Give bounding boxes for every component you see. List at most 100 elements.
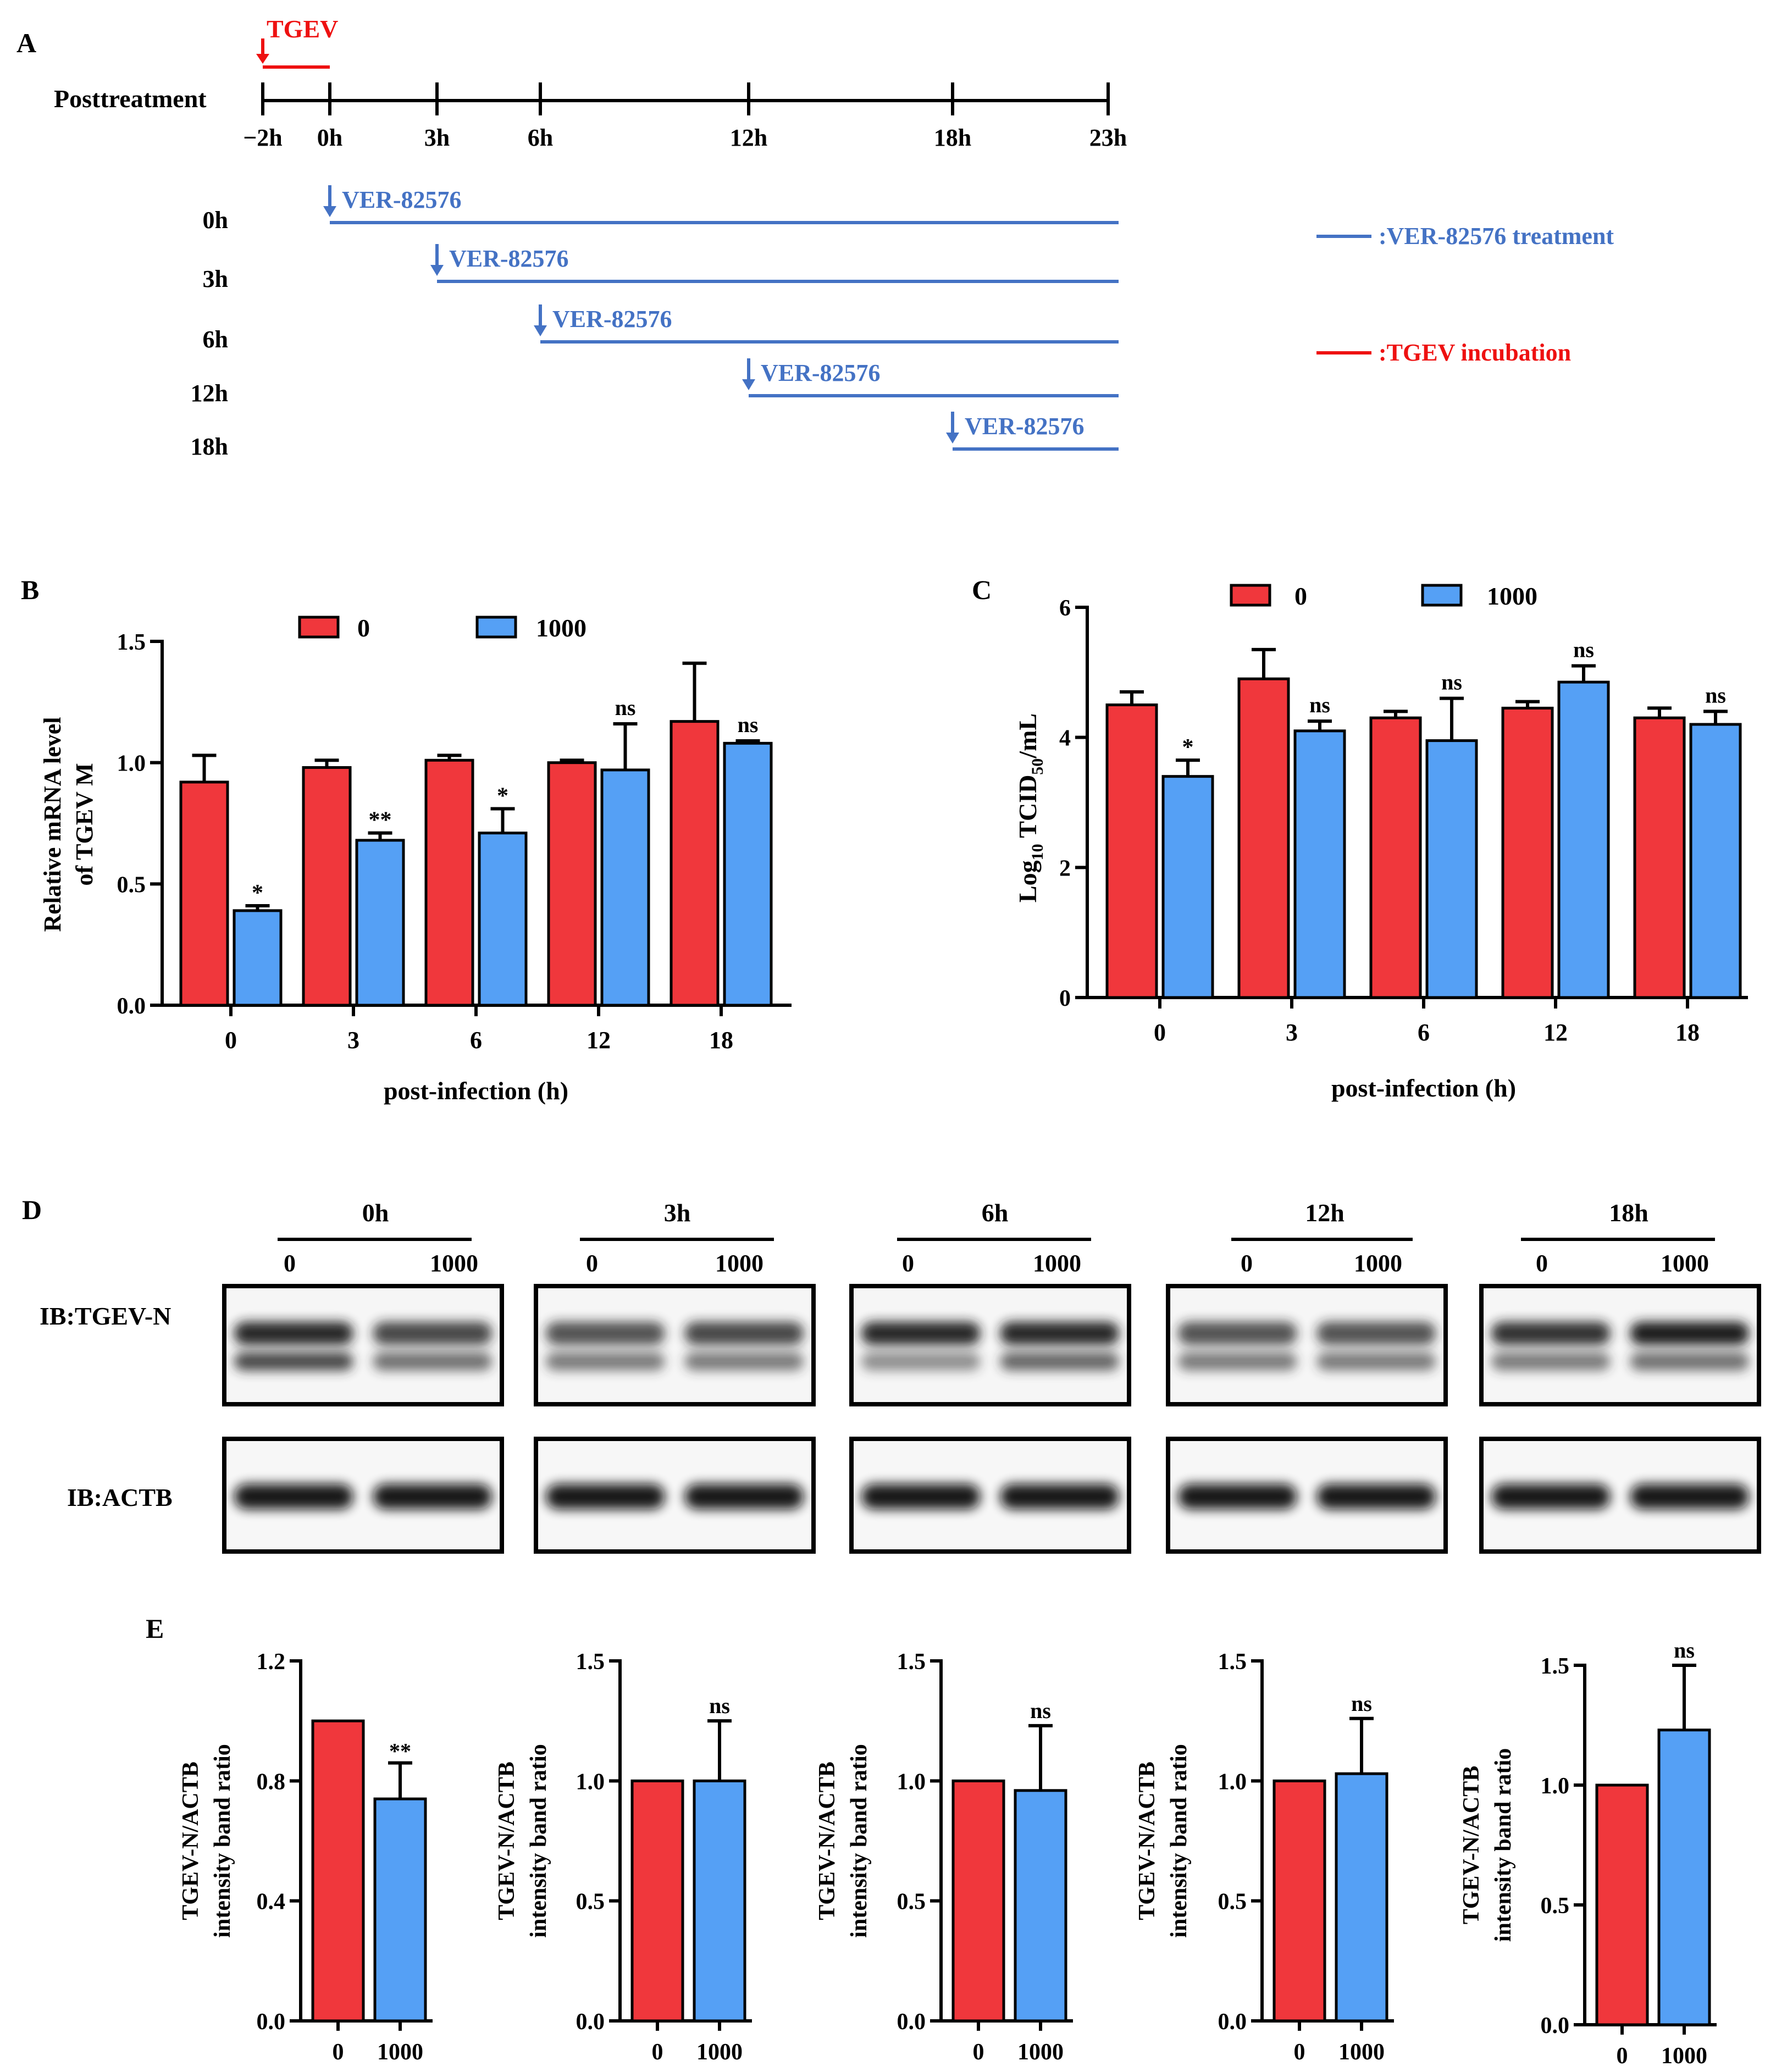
protein-band-tgev-n-lower — [861, 1352, 981, 1371]
x-tick-label: 0 — [1294, 2040, 1305, 2065]
y-axis-label-line1: TGEV-N/ACTB — [815, 1761, 840, 1920]
bar-1000-12 — [1557, 680, 1610, 999]
panel-label-b: B — [21, 574, 39, 605]
x-tick-label: 0 — [1617, 2043, 1628, 2069]
y-tick-label: 0.0 — [576, 2009, 605, 2035]
blot-time-title: 18h — [1609, 1199, 1648, 1227]
bar-0 — [951, 1779, 1005, 2023]
treatment-drug-label: VER-82576 — [965, 413, 1085, 440]
significance-label: * — [1182, 735, 1194, 760]
x-tick-label: 0 — [333, 2040, 344, 2065]
chart-c-ylabel-tail: /mL — [1014, 713, 1042, 759]
y-axis-label-line2: intensity band ratio — [1166, 1744, 1192, 1937]
treatment-rows: 0h VER-82576 3h VER-82576 6h VER-82576 12h VER-… — [191, 185, 1119, 460]
protein-band-tgev-n-lower — [1000, 1352, 1119, 1371]
bar-1000-6 — [478, 832, 528, 1007]
lane-label: 0 — [586, 1250, 598, 1277]
bar-1000 — [693, 1779, 746, 2023]
bar-1000-18 — [1689, 723, 1742, 999]
x-tick-label: 18 — [709, 1027, 733, 1054]
y-tick-label: 0.8 — [257, 1769, 286, 1794]
blot-group-3h: 3h 0 1000 — [534, 1199, 816, 1554]
blot-time-title: 6h — [982, 1199, 1009, 1227]
y-tick-label: 1.5 — [117, 630, 146, 655]
lane-label: 0 — [1241, 1250, 1253, 1277]
blot-group-0h: 0h 0 1000 — [222, 1199, 504, 1554]
protein-band-tgev-n-upper — [1630, 1322, 1749, 1345]
protein-band-actb — [861, 1484, 981, 1509]
timeline-tick-label: 0h — [317, 124, 342, 151]
lane-label: 1000 — [1354, 1250, 1402, 1277]
legend-b: 0 1000 — [298, 614, 587, 642]
bar-0 — [311, 1719, 365, 2023]
timeline-tick-label: 3h — [424, 124, 450, 151]
blot-group-6h: 6h 0 1000 — [849, 1199, 1131, 1554]
bar-0-12 — [547, 761, 597, 1007]
tgev-arrow-icon — [256, 54, 269, 64]
legend-b-label-0: 0 — [357, 614, 370, 642]
y-tick-label: 1.5 — [576, 1649, 605, 1675]
bar-1000-12 — [600, 768, 650, 1007]
lane-label: 1000 — [1661, 1250, 1709, 1277]
protein-band-tgev-n-lower — [1178, 1352, 1297, 1371]
protein-band-actb — [373, 1484, 492, 1509]
y-tick-label: 1.2 — [257, 1649, 286, 1675]
down-arrow-icon — [534, 325, 547, 336]
chart-c-plot: 0 2 4 6 0 * 3 ns 6 ns 12 ns 18 ns — [1059, 596, 1748, 1046]
bar-1000-0 — [233, 909, 283, 1007]
treatment-drug-label: VER-82576 — [552, 306, 672, 333]
y-axis-label-line1: TGEV-N/ACTB — [178, 1761, 203, 1920]
blot-frame-tgev-n — [1166, 1284, 1448, 1406]
bar-1000 — [1014, 1789, 1067, 2023]
y-tick-label: 0.5 — [117, 872, 146, 898]
significance-label: * — [497, 784, 508, 809]
y-tick-label: 0.0 — [257, 2009, 286, 2035]
chart-E5: 0.0 0.5 1.0 1.5 0 ns 1000 TGEV-N/ACTB intensity … — [1459, 1638, 1717, 2069]
y-tick-label: 6 — [1059, 596, 1071, 621]
significance-label: ns — [709, 1693, 730, 1718]
bar-1000 — [1657, 1728, 1711, 2026]
y-tick-label: 0.0 — [1218, 2009, 1247, 2035]
x-tick-label: 6 — [470, 1027, 482, 1054]
significance-label: ns — [1309, 692, 1330, 717]
panel-a-timeline: A Posttreatment TGEV −2h 0h 3h 6h 12h 18h 23h … — [16, 15, 1614, 460]
y-tick-label: 4 — [1059, 726, 1071, 751]
protein-band-actb — [1316, 1484, 1436, 1509]
bar-0-18 — [670, 720, 720, 1007]
y-axis-label-line2: intensity band ratio — [1491, 1748, 1516, 1942]
protein-band-tgev-n-upper — [684, 1322, 804, 1345]
panel-d-western-blot: D IB:TGEV-N IB:ACTB 0h 0 1000 3h 0 1000 6h 0 100… — [22, 1194, 1761, 1554]
bar-0-6 — [1369, 716, 1422, 999]
x-tick-label: 12 — [1543, 1019, 1568, 1046]
y-tick-label: 0.5 — [897, 1890, 926, 1915]
protein-band-tgev-n-lower — [373, 1352, 492, 1371]
y-tick-label: 0.0 — [897, 2009, 926, 2035]
significance-label: ns — [1030, 1698, 1051, 1723]
x-tick-label: 12 — [587, 1027, 611, 1054]
lane-label: 0 — [284, 1250, 296, 1277]
significance-label: ** — [389, 1739, 411, 1764]
panel-label-a: A — [16, 27, 36, 58]
bar-0 — [1272, 1779, 1326, 2023]
panel-c-chart: C 0 1000 0 2 4 6 0 * 3 ns 6 ns 12 ns 18 ns Log10 TCID… — [972, 574, 1748, 1102]
y-tick-label: 1.0 — [897, 1769, 926, 1794]
treatment-row-label: 18h — [191, 433, 228, 460]
protein-band-tgev-n-upper — [373, 1322, 492, 1345]
protein-band-tgev-n-upper — [1316, 1322, 1436, 1345]
protein-band-actb — [234, 1484, 353, 1509]
chart-b-ylabel-line1: Relative mRNA level — [39, 717, 66, 932]
protein-band-tgev-n-lower — [684, 1352, 804, 1371]
significance-label: ** — [369, 808, 392, 833]
treatment-row-label: 0h — [203, 207, 228, 234]
protein-band-actb — [546, 1484, 665, 1509]
protein-band-tgev-n-lower — [234, 1352, 353, 1371]
y-tick-label: 0.4 — [257, 1890, 286, 1915]
protein-band-tgev-n-upper — [1000, 1322, 1119, 1345]
y-tick-label: 1.0 — [1541, 1774, 1570, 1799]
protein-band-actb — [1000, 1484, 1119, 1509]
protein-band-tgev-n-lower — [546, 1352, 665, 1371]
bar-1000-3 — [355, 839, 405, 1007]
